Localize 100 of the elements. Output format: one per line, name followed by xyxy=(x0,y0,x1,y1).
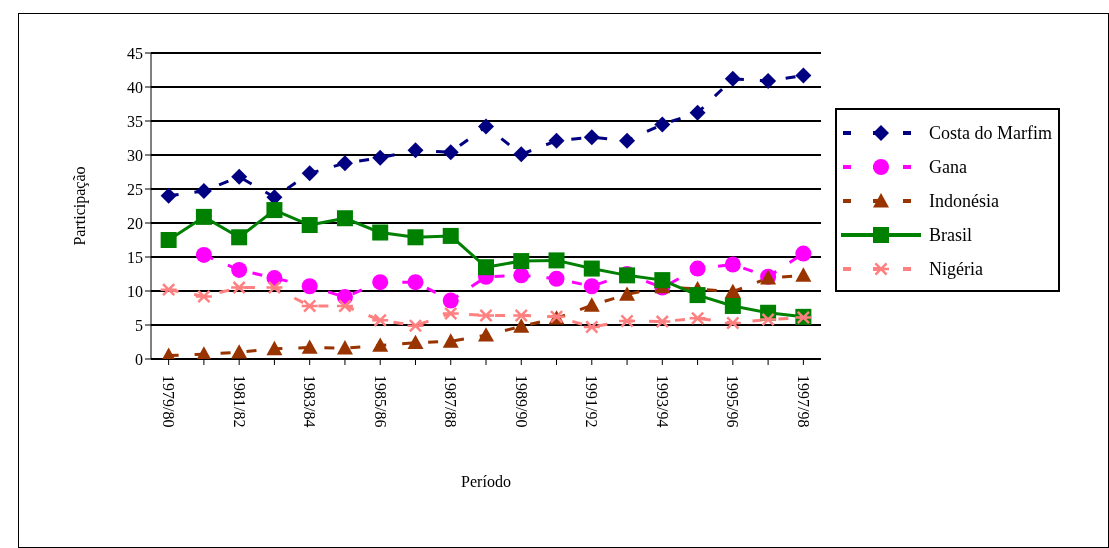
point xyxy=(266,340,283,356)
point xyxy=(441,306,460,321)
y-tick-label: 20 xyxy=(127,214,143,232)
point xyxy=(688,311,707,326)
point xyxy=(476,308,496,323)
y-tick-label: 40 xyxy=(127,78,143,96)
x-tick-label: 1991/92 xyxy=(583,375,601,428)
point xyxy=(372,274,389,291)
point xyxy=(336,210,353,227)
point xyxy=(795,245,812,262)
point xyxy=(194,289,214,304)
y-tick-label: 30 xyxy=(127,146,143,164)
point xyxy=(335,299,355,313)
x-tick-label: 1981/82 xyxy=(230,375,248,428)
point xyxy=(265,280,284,295)
point xyxy=(231,261,248,278)
point xyxy=(724,70,741,87)
point xyxy=(336,340,353,355)
point xyxy=(478,327,494,342)
point xyxy=(442,292,459,309)
x-axis-title: Período xyxy=(461,473,511,490)
point xyxy=(724,283,741,299)
point xyxy=(160,187,177,204)
point xyxy=(407,229,424,246)
legend-label: Brasil xyxy=(929,224,972,246)
y-tick-label: 5 xyxy=(135,316,143,334)
point xyxy=(266,202,283,219)
point xyxy=(513,318,530,333)
x-tick-label: 1987/88 xyxy=(442,375,460,428)
point xyxy=(548,252,565,269)
point xyxy=(407,142,424,159)
point xyxy=(372,337,389,352)
point xyxy=(724,297,741,314)
y-tick-label: 15 xyxy=(127,248,143,266)
point xyxy=(689,260,706,277)
y-tick-label: 0 xyxy=(135,350,143,368)
point xyxy=(406,318,425,333)
point xyxy=(548,270,565,287)
point xyxy=(723,316,743,330)
point xyxy=(160,232,177,248)
point xyxy=(372,224,389,241)
x-tick-label: 1997/98 xyxy=(794,375,812,428)
point xyxy=(795,67,812,84)
point xyxy=(548,132,565,149)
point xyxy=(407,334,424,350)
point xyxy=(758,312,778,327)
x-tick-label: 1995/96 xyxy=(724,375,742,428)
point xyxy=(512,308,531,323)
point xyxy=(653,314,672,329)
point xyxy=(159,282,178,297)
point xyxy=(301,165,318,182)
point xyxy=(231,229,248,246)
point xyxy=(478,259,494,276)
point xyxy=(195,183,212,200)
point xyxy=(442,227,459,244)
point xyxy=(724,256,741,273)
point xyxy=(654,272,671,289)
point xyxy=(195,246,212,263)
y-axis-title: Participação xyxy=(70,166,89,246)
point xyxy=(583,129,600,146)
point xyxy=(619,286,636,301)
point xyxy=(582,320,602,334)
point xyxy=(619,132,636,149)
point xyxy=(617,314,637,328)
point xyxy=(760,72,777,89)
point xyxy=(478,118,494,135)
x-tick-label: 1979/80 xyxy=(160,375,178,428)
point xyxy=(795,267,812,282)
point xyxy=(372,149,389,166)
x-tick-label: 1989/90 xyxy=(512,375,530,428)
point xyxy=(654,116,671,133)
point xyxy=(689,287,706,304)
x-tick-label: 1985/86 xyxy=(371,375,389,428)
point xyxy=(370,313,390,328)
legend-label: Costa do Marfim xyxy=(929,122,1052,144)
point xyxy=(231,344,248,359)
point xyxy=(583,297,600,312)
point xyxy=(301,217,318,234)
x-tick-label: 1983/84 xyxy=(301,375,319,428)
y-tick-label: 25 xyxy=(127,180,143,198)
point xyxy=(583,278,600,295)
y-tick-label: 10 xyxy=(127,282,143,300)
point xyxy=(513,253,530,270)
y-tick-label: 45 xyxy=(127,44,143,62)
point xyxy=(689,104,706,121)
x-tick-label: 1993/94 xyxy=(653,375,671,428)
point xyxy=(231,168,248,185)
legend-label: Indonésia xyxy=(929,190,999,212)
point xyxy=(300,299,319,313)
point xyxy=(513,146,530,163)
point xyxy=(513,267,530,284)
point xyxy=(301,278,318,295)
y-tick-label: 35 xyxy=(127,112,143,130)
point xyxy=(442,333,459,348)
point xyxy=(583,260,600,277)
point xyxy=(195,208,212,225)
point xyxy=(407,274,424,291)
legend-label: Gana xyxy=(929,156,967,178)
legend-label: Nigéria xyxy=(929,258,983,280)
point xyxy=(301,339,318,354)
